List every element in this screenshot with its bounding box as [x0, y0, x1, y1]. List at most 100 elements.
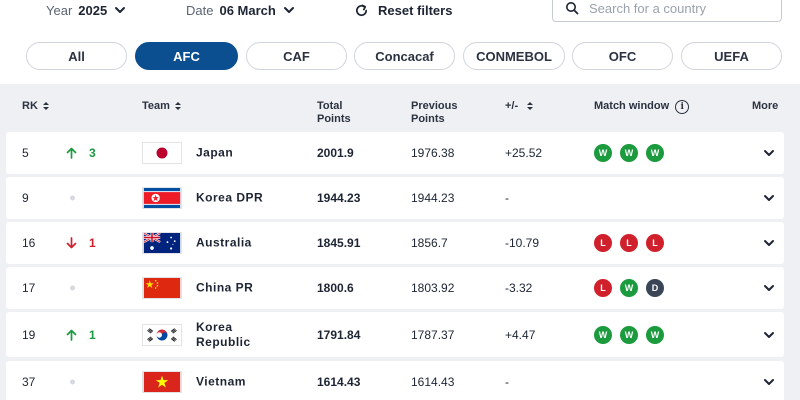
chevron-down-icon[interactable] [762, 236, 776, 250]
result-badge: W [646, 144, 664, 162]
result-badge: W [594, 144, 612, 162]
rank-value: 19 [22, 327, 36, 342]
result-badge: W [594, 325, 612, 344]
tab-ofc[interactable]: OFC [572, 42, 673, 70]
date-value: 06 March [219, 2, 276, 18]
points-diff: -10.79 [505, 236, 540, 250]
total-points: 2001.9 [317, 146, 354, 160]
column-total-label-2: Points [317, 113, 351, 125]
year-label: Year [46, 2, 73, 18]
chevron-down-icon[interactable] [762, 375, 776, 389]
rank-change: 3 [66, 146, 96, 160]
table-header: RK Team Total Points Previous Points +/-… [0, 98, 800, 130]
column-rank[interactable]: RK [22, 100, 50, 113]
table-row[interactable]: 16 1 Australia 1845.91 1856.7 -10.79 L L… [6, 222, 784, 264]
arrow-up-icon [66, 147, 77, 159]
chevron-down-icon[interactable] [762, 146, 776, 160]
team-name[interactable]: Vietnam [196, 374, 246, 389]
previous-points: 1976.38 [411, 146, 455, 160]
chevron-down-icon[interactable] [762, 191, 776, 205]
match-window: L W D [594, 279, 672, 297]
column-total-label-1: Total [317, 100, 343, 112]
refresh-icon [355, 4, 368, 16]
team-name[interactable]: Korea Republic [196, 320, 251, 350]
result-badge: W [620, 144, 638, 162]
tab-conmebol[interactable]: CONMEBOL [463, 42, 565, 70]
rank-change-value: 1 [89, 327, 96, 342]
team-name[interactable]: Australia [196, 235, 252, 250]
info-icon[interactable]: i [675, 100, 690, 114]
column-team[interactable]: Team [142, 100, 182, 113]
points-diff: - [505, 191, 509, 205]
flag-korea-dpr-icon [142, 187, 182, 209]
column-team-label: Team [142, 100, 170, 112]
match-window: W W W [594, 325, 672, 344]
previous-points: 1856.7 [411, 236, 448, 250]
tab-uefa[interactable]: UEFA [681, 42, 782, 70]
rank-value: 16 [22, 236, 36, 250]
column-previous-label-2: Points [411, 113, 445, 125]
search-input[interactable] [589, 0, 769, 16]
result-badge: L [646, 234, 664, 252]
total-points: 1800.6 [317, 281, 354, 295]
filter-bar: Year 2025 Date 06 March Reset filters Al… [0, 0, 800, 84]
result-badge: L [620, 234, 638, 252]
result-badge: L [594, 234, 612, 252]
team-name-line: Korea [196, 319, 233, 334]
rank-value: 17 [22, 281, 36, 295]
column-more-label: More [752, 100, 779, 112]
total-points: 1614.43 [317, 375, 361, 389]
column-previous-label-1: Previous [411, 100, 458, 112]
date-filter[interactable]: Date 06 March [186, 0, 296, 20]
column-match-window-label: Match window [594, 100, 670, 112]
team-name[interactable]: Japan [196, 145, 234, 160]
previous-points: 1803.92 [411, 281, 455, 295]
result-badge: W [620, 325, 638, 344]
reset-filters-label: Reset filters [378, 2, 453, 18]
column-more: More [752, 100, 778, 113]
reset-filters-button[interactable]: Reset filters [354, 0, 452, 20]
team-name[interactable]: Korea DPR [196, 190, 264, 205]
points-diff: +4.47 [505, 327, 536, 342]
search-icon [566, 2, 579, 15]
table-row[interactable]: 19 1 Korea Republic 1791.84 1787.37 +4.4… [6, 312, 784, 357]
result-badge: L [594, 279, 612, 297]
no-change-dot [70, 285, 75, 291]
rank-change-value: 1 [89, 236, 96, 250]
arrow-up-icon [66, 329, 77, 341]
arrow-down-icon [66, 237, 77, 249]
sort-icon [42, 102, 49, 110]
total-points: 1791.84 [317, 327, 361, 342]
tab-caf[interactable]: CAF [246, 42, 347, 70]
total-points: 1845.91 [317, 236, 361, 250]
tab-afc[interactable]: AFC [135, 42, 238, 70]
rank-value: 5 [22, 146, 29, 160]
sort-icon [527, 102, 534, 110]
table-row[interactable]: 37 Vietnam 1614.43 1614.43 - [6, 361, 784, 400]
flag-japan-icon [142, 142, 182, 164]
chevron-down-icon[interactable] [762, 281, 776, 295]
chevron-down-icon[interactable] [762, 328, 776, 342]
points-diff: - [505, 375, 509, 389]
year-filter[interactable]: Year 2025 [46, 0, 127, 20]
rank-change-value: 3 [89, 146, 96, 160]
tab-all[interactable]: All [26, 42, 127, 70]
table-row[interactable]: 5 3 Japan 2001.9 1976.38 +25.52 W W W [6, 132, 784, 174]
chevron-down-icon [115, 7, 126, 13]
column-match-window: Match window i [594, 100, 690, 114]
chevron-down-icon [283, 7, 294, 13]
column-rank-label: RK [22, 100, 38, 112]
column-diff[interactable]: +/- [505, 100, 534, 113]
no-change-dot [70, 379, 75, 385]
previous-points: 1944.23 [411, 191, 455, 205]
rank-change: 1 [66, 236, 96, 250]
team-name[interactable]: China PR [196, 280, 254, 295]
rank-value: 9 [22, 191, 29, 205]
rank-change: 1 [66, 328, 96, 342]
flag-china-icon [142, 277, 182, 299]
table-row[interactable]: 17 China PR 1800.6 1803.92 -3.32 L W D [6, 267, 784, 309]
result-badge: W [646, 325, 664, 344]
date-label: Date [186, 2, 214, 18]
table-row[interactable]: 9 Korea DPR 1944.23 1944.23 - [6, 177, 784, 219]
tab-concacaf[interactable]: Concacaf [354, 42, 455, 70]
